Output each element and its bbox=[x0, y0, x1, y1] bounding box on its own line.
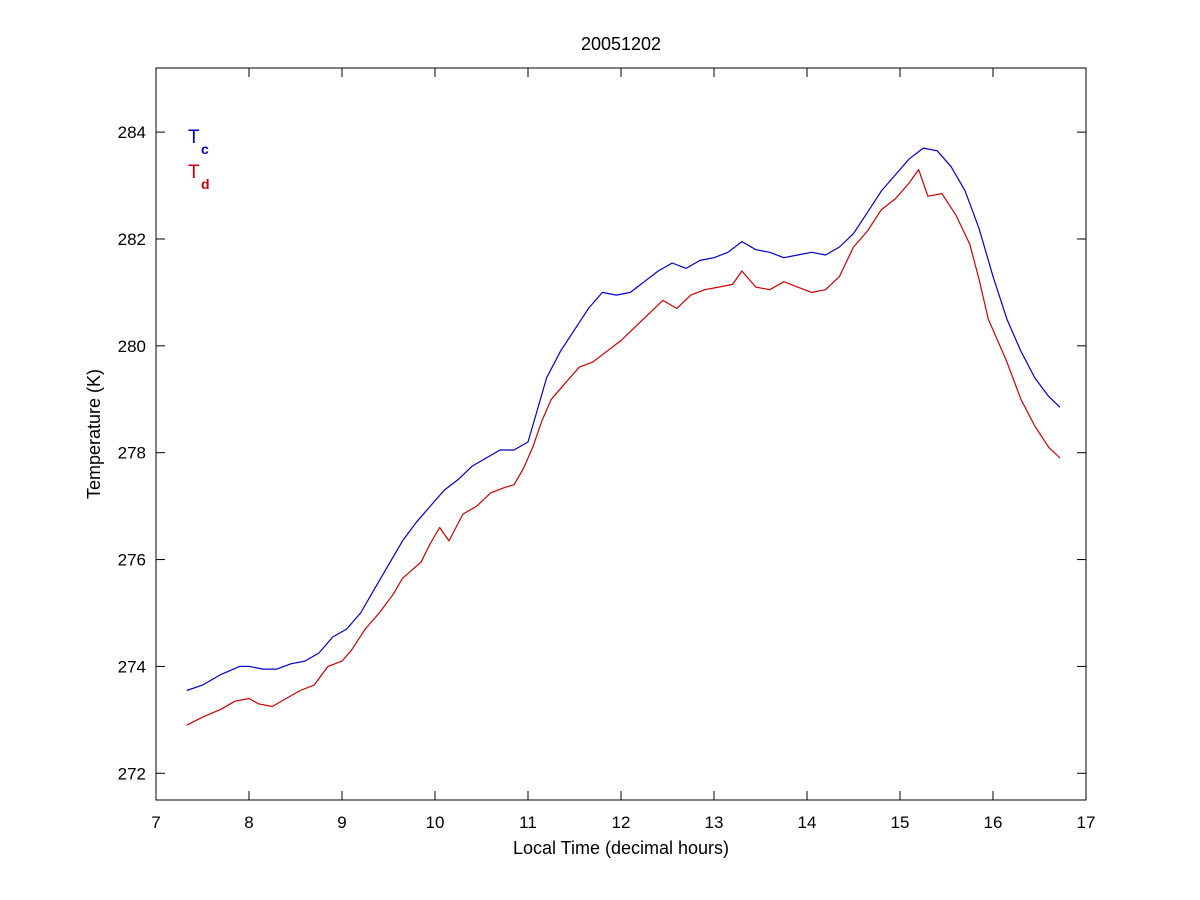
y-tick-label: 274 bbox=[118, 657, 146, 676]
x-tick-label: 12 bbox=[612, 813, 631, 832]
y-tick-label: 272 bbox=[118, 764, 146, 783]
x-tick-label: 7 bbox=[151, 813, 160, 832]
x-tick-label: 13 bbox=[705, 813, 724, 832]
x-tick-label: 17 bbox=[1077, 813, 1096, 832]
series-layer bbox=[186, 147, 1061, 726]
legend-entry-Tc: T bbox=[188, 127, 200, 148]
plot-area-frame bbox=[155, 67, 1087, 801]
x-axis-label: Local Time (decimal hours) bbox=[513, 838, 729, 858]
legend-entry-Td: T bbox=[188, 162, 200, 183]
legend-entry-subscript: d bbox=[201, 176, 210, 192]
y-tick-label: 276 bbox=[118, 551, 146, 570]
x-tick-label: 14 bbox=[798, 813, 817, 832]
x-tick-label: 8 bbox=[244, 813, 253, 832]
legend-entry-subscript: c bbox=[201, 141, 209, 157]
y-tick-label: 280 bbox=[118, 337, 146, 356]
y-tick-label: 282 bbox=[118, 230, 146, 249]
x-tick-label: 9 bbox=[337, 813, 346, 832]
x-tick-label: 15 bbox=[891, 813, 910, 832]
y-axis-label: Temperature (K) bbox=[84, 369, 104, 499]
y-tick-label: 278 bbox=[118, 444, 146, 463]
axis-ticks: 7 8 9 10 11 12 13 14 15 16 17 272 274 276 278 280 282 284 bbox=[118, 68, 1096, 832]
series-line-Tc bbox=[186, 147, 1061, 692]
y-tick-label: 284 bbox=[118, 123, 146, 142]
x-tick-label: 10 bbox=[426, 813, 445, 832]
chart-title: 20051202 bbox=[581, 34, 661, 54]
x-tick-label: 11 bbox=[519, 813, 537, 832]
series-line-Td bbox=[186, 168, 1061, 726]
x-tick-label: 16 bbox=[984, 813, 1003, 832]
